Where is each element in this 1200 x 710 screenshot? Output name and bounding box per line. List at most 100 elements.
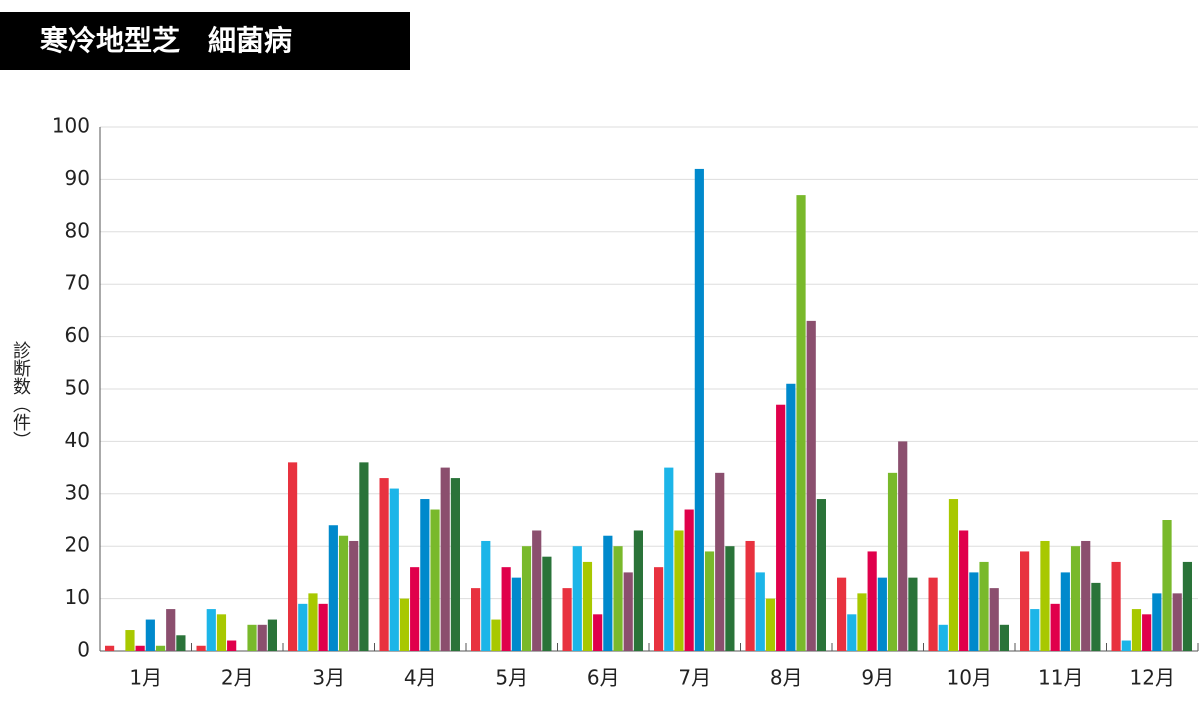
y-tick-label: 100 — [52, 114, 90, 138]
bar — [572, 546, 582, 651]
bar — [471, 588, 481, 651]
x-tick-label: 4月 — [404, 666, 437, 690]
bar — [450, 478, 460, 651]
bar — [633, 530, 643, 651]
bar — [420, 499, 430, 651]
x-tick-label: 5月 — [495, 666, 528, 690]
y-tick-label: 90 — [65, 166, 90, 190]
bar — [816, 499, 826, 651]
bar — [389, 488, 399, 651]
bar — [206, 609, 216, 651]
bar — [969, 572, 979, 651]
bar — [491, 619, 501, 651]
bar — [288, 462, 298, 651]
bar — [999, 624, 1009, 651]
y-tick-label: 0 — [77, 638, 90, 662]
bar — [481, 540, 491, 651]
bar — [532, 530, 542, 651]
y-axis-label: 診断数（件） — [10, 341, 31, 449]
bar — [318, 603, 328, 651]
bar — [755, 572, 765, 651]
bar — [135, 645, 145, 651]
bar — [887, 472, 898, 651]
bar — [399, 598, 410, 651]
bar — [155, 645, 166, 651]
bar — [501, 567, 511, 651]
bar — [776, 404, 786, 651]
bar — [715, 472, 725, 651]
y-tick-label: 20 — [65, 533, 90, 557]
bar — [410, 567, 420, 651]
bar — [338, 535, 349, 651]
bar — [898, 441, 908, 651]
x-tick-label: 11月 — [1038, 666, 1083, 690]
bar — [1111, 561, 1121, 651]
bar — [227, 640, 237, 651]
bar — [857, 593, 867, 651]
bar — [623, 572, 633, 651]
x-tick-label: 12月 — [1130, 666, 1175, 690]
bar — [684, 509, 694, 651]
x-tick-label: 9月 — [861, 666, 894, 690]
bar — [765, 598, 776, 651]
bar — [837, 577, 847, 651]
x-tick-label: 6月 — [587, 666, 620, 690]
bar — [145, 619, 155, 651]
y-tick-label: 60 — [65, 323, 90, 347]
bar — [257, 624, 267, 651]
bar — [674, 530, 684, 651]
chart-title: 寒冷地型芝 細菌病 — [40, 24, 292, 57]
bar — [1040, 540, 1050, 651]
x-tick-label: 2月 — [221, 666, 254, 690]
bar — [938, 624, 948, 651]
bar — [796, 195, 806, 651]
bar — [593, 614, 603, 651]
bar — [847, 614, 857, 651]
bar — [1172, 593, 1182, 651]
bar — [664, 467, 674, 651]
bar — [105, 645, 115, 651]
bar — [1162, 520, 1172, 651]
bar — [216, 614, 227, 651]
bar — [877, 577, 887, 651]
x-tick-label: 10月 — [947, 666, 992, 690]
bar — [440, 467, 450, 651]
bar — [267, 619, 277, 651]
bar — [125, 630, 135, 651]
bar — [511, 577, 521, 651]
bar — [562, 588, 572, 651]
bar — [1070, 546, 1081, 651]
bar — [786, 383, 796, 651]
y-tick-label: 40 — [65, 428, 90, 452]
bar — [1081, 540, 1091, 651]
bar — [298, 603, 308, 651]
x-tick-label: 3月 — [312, 666, 345, 690]
bar — [1152, 593, 1162, 651]
bar — [694, 168, 704, 652]
y-tick-label: 80 — [65, 218, 90, 242]
bar — [979, 561, 989, 651]
x-tick-label: 1月 — [129, 666, 162, 690]
bar — [745, 540, 755, 651]
bar — [359, 462, 369, 651]
bar — [908, 577, 918, 651]
bar — [308, 593, 318, 651]
y-tick-label: 70 — [65, 271, 90, 295]
bar — [654, 567, 664, 651]
bar — [806, 320, 816, 651]
bar — [247, 624, 257, 651]
bar — [1131, 609, 1142, 651]
bar — [959, 530, 969, 651]
bar — [613, 546, 623, 651]
bar — [196, 645, 206, 651]
bar — [379, 478, 389, 651]
x-tick-label: 7月 — [678, 666, 711, 690]
bar — [430, 509, 440, 651]
bar — [989, 588, 999, 651]
y-tick-label: 10 — [65, 585, 90, 609]
bar — [166, 609, 176, 651]
y-tick-label: 50 — [65, 376, 90, 400]
bar — [542, 556, 552, 651]
bar — [928, 577, 938, 651]
